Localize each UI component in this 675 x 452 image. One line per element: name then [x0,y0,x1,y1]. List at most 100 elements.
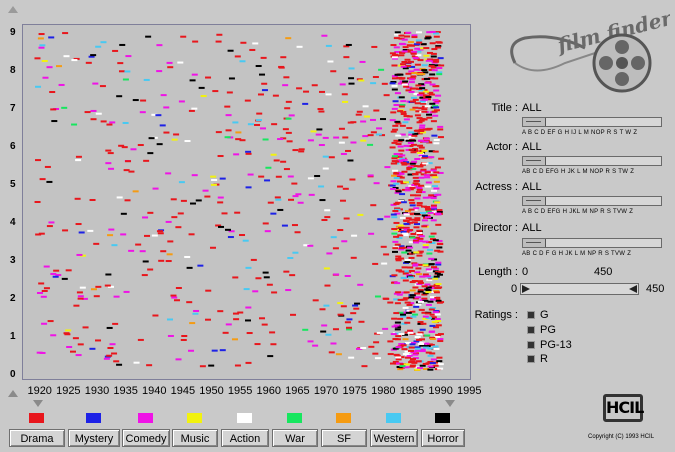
film-point[interactable] [122,78,129,81]
film-point[interactable] [396,153,403,156]
film-point[interactable] [432,85,439,88]
film-point[interactable] [414,236,421,239]
film-point[interactable] [417,233,424,236]
film-point[interactable] [428,77,435,80]
film-point[interactable] [435,320,442,323]
film-point[interactable] [434,249,441,252]
genre-button-western[interactable]: Western [370,429,418,447]
film-point[interactable] [395,201,402,204]
film-point[interactable] [416,333,423,336]
film-point[interactable] [35,85,42,88]
film-point[interactable] [437,57,444,60]
film-point[interactable] [416,229,423,232]
film-point[interactable] [79,286,86,289]
film-point[interactable] [425,268,432,271]
film-point[interactable] [360,347,367,350]
actor-alpha-slider[interactable] [522,156,662,166]
film-point[interactable] [372,352,379,355]
film-point[interactable] [408,269,415,272]
film-point[interactable] [427,300,434,303]
film-point[interactable] [412,264,419,267]
film-point[interactable] [318,90,325,93]
film-point[interactable] [373,109,380,112]
film-point[interactable] [418,83,425,86]
film-point[interactable] [415,171,422,174]
film-point[interactable] [428,308,435,311]
film-point[interactable] [215,131,222,134]
film-point[interactable] [424,207,431,210]
film-point[interactable] [400,313,407,316]
film-point[interactable] [421,149,428,152]
film-point[interactable] [410,194,417,197]
film-point[interactable] [389,184,396,187]
film-point[interactable] [90,288,97,291]
film-point[interactable] [430,206,437,209]
film-point[interactable] [417,290,424,293]
film-point[interactable] [391,84,398,87]
film-point[interactable] [56,65,63,68]
film-point[interactable] [408,302,415,305]
film-point[interactable] [264,230,271,233]
film-point[interactable] [413,251,420,254]
film-point[interactable] [349,178,356,181]
film-point[interactable] [436,67,443,70]
film-point[interactable] [391,317,398,320]
film-point[interactable] [422,246,429,249]
film-point[interactable] [332,247,339,250]
film-point[interactable] [412,313,419,316]
film-point[interactable] [256,119,263,122]
film-point[interactable] [418,235,425,238]
x-range-low-handle-icon[interactable] [33,400,43,407]
film-point[interactable] [431,207,438,210]
film-point[interactable] [109,343,116,346]
film-point[interactable] [38,33,45,36]
film-point[interactable] [393,37,400,40]
film-point[interactable] [239,60,246,63]
film-point[interactable] [374,295,381,298]
film-point[interactable] [90,118,97,121]
film-point[interactable] [38,232,45,235]
film-point[interactable] [224,136,231,139]
film-point[interactable] [322,167,329,170]
film-point[interactable] [430,169,437,172]
film-point[interactable] [340,305,347,308]
film-point[interactable] [413,241,420,244]
film-point[interactable] [420,322,427,325]
genre-button-war[interactable]: War [272,429,318,447]
film-point[interactable] [435,324,442,327]
film-point[interactable] [180,35,187,38]
film-point[interactable] [415,39,422,42]
film-point[interactable] [436,246,443,249]
film-point[interactable] [381,262,388,265]
film-point[interactable] [369,118,376,121]
film-point[interactable] [406,316,413,319]
film-point[interactable] [436,71,443,74]
film-point[interactable] [63,55,70,58]
film-point[interactable] [424,81,431,84]
film-point[interactable] [427,360,434,363]
film-point[interactable] [432,267,439,270]
film-point[interactable] [430,120,437,123]
film-point[interactable] [395,134,402,137]
genre-button-drama[interactable]: Drama [9,429,65,447]
film-point[interactable] [434,31,441,34]
film-point[interactable] [402,121,409,124]
film-point[interactable] [252,42,259,45]
film-point[interactable] [429,362,436,365]
length-high-handle-icon[interactable] [629,285,637,293]
film-point[interactable] [410,233,417,236]
film-point[interactable] [420,173,427,176]
film-point[interactable] [215,40,222,43]
film-point[interactable] [63,332,70,335]
film-point[interactable] [258,175,265,178]
film-point[interactable] [421,285,428,288]
film-point[interactable] [433,60,440,63]
film-point[interactable] [298,148,305,151]
film-point[interactable] [410,139,417,142]
film-point[interactable] [407,276,414,279]
film-point[interactable] [343,56,350,59]
film-point[interactable] [432,311,439,314]
film-point[interactable] [430,219,437,222]
film-point[interactable] [428,343,435,346]
film-point[interactable] [280,56,287,59]
